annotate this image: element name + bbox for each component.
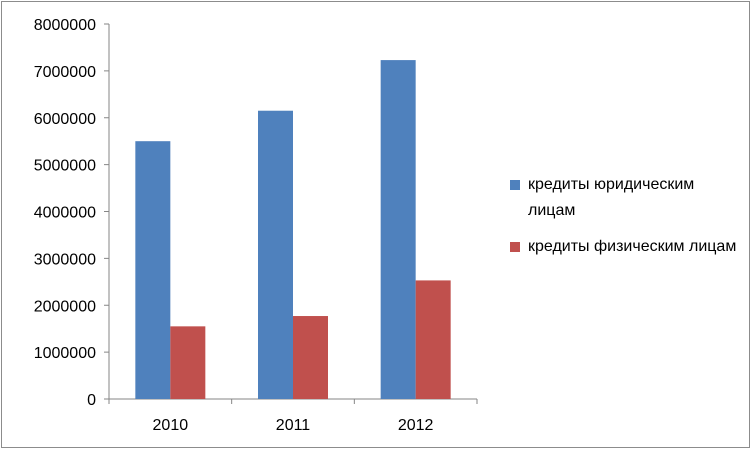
y-tick-label: 4000000 xyxy=(34,205,96,222)
y-tick-label: 5000000 xyxy=(34,158,96,175)
legend-label-individuals: кредиты физическим лицам xyxy=(528,238,737,255)
x-tick-label: 2012 xyxy=(398,417,434,434)
legend-label-legal-entities: кредиты юридическим лицам xyxy=(528,176,695,219)
y-tick-label: 2000000 xyxy=(34,298,96,315)
y-tick-label: 8000000 xyxy=(34,17,96,34)
legend-swatch-individuals xyxy=(510,242,520,252)
chart-labels: 0 1000000 2000000 3000000 4000000 5000000 6000… xyxy=(34,17,434,434)
chart-bars xyxy=(135,60,451,399)
x-tick-label: 2010 xyxy=(153,417,189,434)
y-tick-label: 1000000 xyxy=(34,345,96,362)
bar-individuals-2011 xyxy=(293,316,328,399)
bar-individuals-2010 xyxy=(170,326,206,399)
legend-item-legal-entities: кредиты юридическим лицам xyxy=(510,172,745,224)
legend: кредиты юридическим лицам кредиты физиче… xyxy=(510,172,745,270)
legend-item-individuals: кредиты физическим лицам xyxy=(510,234,745,260)
bar-individuals-2012 xyxy=(415,280,451,399)
legend-swatch-legal-entities xyxy=(510,180,520,190)
y-tick-label: 3000000 xyxy=(34,251,96,268)
y-tick-label: 0 xyxy=(87,392,96,409)
y-tick-label: 6000000 xyxy=(34,111,96,128)
bar-legal-entities-2012 xyxy=(380,60,416,399)
x-tick-label: 2011 xyxy=(276,417,311,434)
bar-legal-entities-2011 xyxy=(258,110,293,399)
bar-legal-entities-2010 xyxy=(135,141,171,399)
y-tick-label: 7000000 xyxy=(34,64,96,81)
